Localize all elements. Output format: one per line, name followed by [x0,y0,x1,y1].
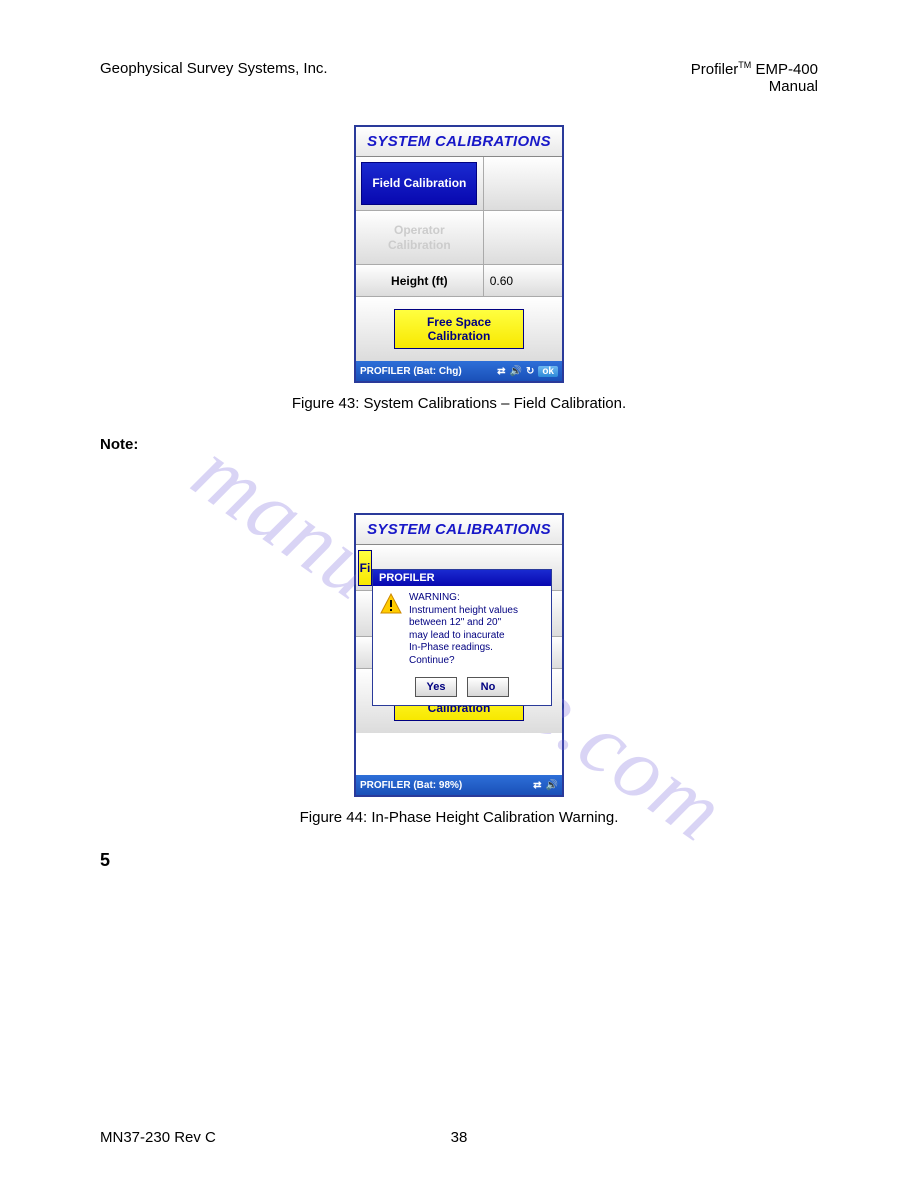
free-space-calibration-button[interactable]: Free Space Calibration [394,309,524,349]
page-header: Geophysical Survey Systems, Inc. Profile… [100,60,818,95]
footer-doc-id: MN37-230 Rev C [100,1129,216,1146]
sound-icon: 🔊 [509,366,521,377]
section-5-heading: 5 [100,850,818,871]
no-button[interactable]: No [467,677,509,697]
field-calibration-button[interactable]: Field Calibration [361,162,477,204]
screen-title-2: SYSTEM CALIBRATIONS [356,515,562,545]
header-left: Geophysical Survey Systems, Inc. [100,60,328,95]
taskbar-status-2: PROFILER (Bat: 98%) [360,780,462,791]
footer-page-number: 38 [451,1129,468,1146]
device-screen-1: SYSTEM CALIBRATIONS Field Calibration Op… [354,125,564,383]
sync-icon: ↻ [526,366,534,377]
taskbar: PROFILER (Bat: Chg) ⇄ 🔊 ↻ ok [356,361,562,381]
height-value[interactable]: 0.60 [484,265,562,296]
dialog-title: PROFILER [373,570,551,586]
height-label: Height (ft) [356,265,484,296]
connectivity-icon: ⇄ [533,780,541,791]
figure-43-caption: Figure 43: System Calibrations – Field C… [100,395,818,412]
header-manual: Manual [691,78,818,95]
figure-44-caption: Figure 44: In-Phase Height Calibration W… [100,809,818,826]
connectivity-icon: ⇄ [497,366,505,377]
note-label: Note: [100,436,818,453]
header-right: ProfilerTM EMP-400 Manual [691,60,818,95]
sound-icon: 🔊 [546,780,558,791]
taskbar-status: PROFILER (Bat: Chg) [360,366,462,377]
ok-button[interactable]: ok [538,366,558,377]
device-screen-2: SYSTEM CALIBRATIONS Fi Free Space Calibr… [354,513,564,797]
operator-calibration-button-disabled: Operator Calibration [388,223,451,252]
taskbar-2: PROFILER (Bat: 98%) ⇄ 🔊 [356,775,562,795]
dialog-text: WARNING: Instrument height values betwee… [409,592,518,667]
page-footer: MN37-230 Rev C 38 [100,1129,818,1146]
screen-title: SYSTEM CALIBRATIONS [356,127,562,157]
yes-button[interactable]: Yes [415,677,457,697]
field-calibration-peek[interactable]: Fi [358,550,372,586]
header-product: ProfilerTM EMP-400 [691,60,818,78]
warning-icon [379,592,403,616]
warning-dialog: PROFILER WARNING: Instrument height valu… [372,569,552,706]
